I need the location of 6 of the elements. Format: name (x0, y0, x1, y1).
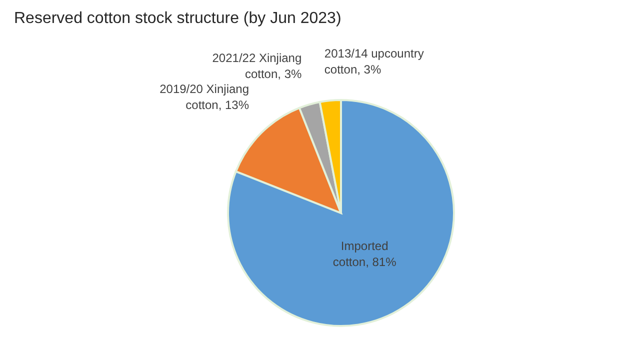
slice-label: Imported cotton, 81% (332, 239, 397, 270)
slice-label: 2021/22 Xinjiang cotton, 3% (212, 50, 302, 81)
slice-label: 2019/20 Xinjiang cotton, 13% (160, 82, 250, 112)
slice-label: 2013/14 upcountry cotton, 3% (324, 46, 424, 77)
chart-title: Reserved cotton stock structure (by Jun 2023) (14, 10, 342, 28)
pie-slice (227, 99, 455, 327)
